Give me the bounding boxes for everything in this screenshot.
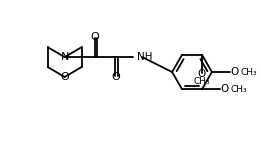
Text: N: N xyxy=(61,52,69,62)
Text: CH₃: CH₃ xyxy=(241,67,257,76)
Text: O: O xyxy=(221,84,229,94)
Text: O: O xyxy=(60,72,69,82)
Text: O: O xyxy=(111,72,120,82)
Text: O: O xyxy=(231,67,239,77)
Text: O: O xyxy=(90,32,99,42)
Text: CH₃: CH₃ xyxy=(194,77,210,86)
Text: O: O xyxy=(198,69,206,79)
Text: CH₃: CH₃ xyxy=(231,85,247,94)
Text: NH: NH xyxy=(137,52,153,62)
